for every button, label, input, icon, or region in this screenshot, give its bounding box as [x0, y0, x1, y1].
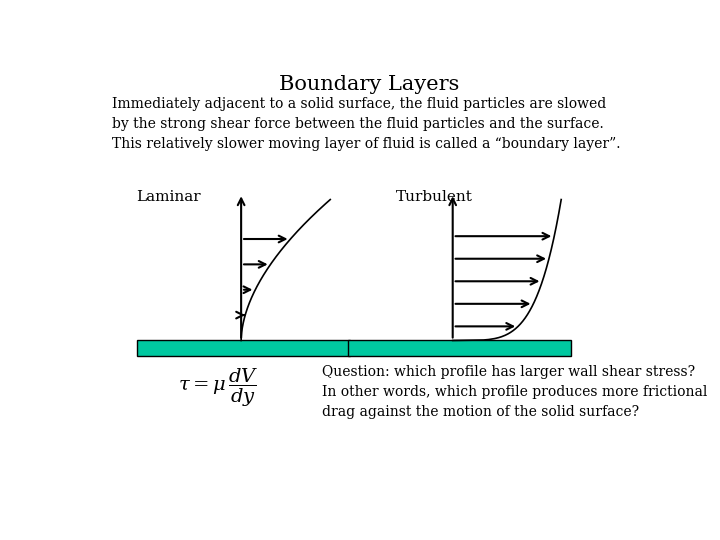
- Text: Laminar: Laminar: [137, 190, 201, 204]
- Text: Boundary Layers: Boundary Layers: [279, 75, 459, 94]
- Text: $\tau = \mu\,\dfrac{dV}{dy}$: $\tau = \mu\,\dfrac{dV}{dy}$: [178, 367, 258, 409]
- FancyBboxPatch shape: [348, 340, 570, 356]
- Text: Question: which profile has larger wall shear stress?
In other words, which prof: Question: which profile has larger wall …: [323, 365, 708, 419]
- Text: Immediately adjacent to a solid surface, the fluid particles are slowed
by the s: Immediately adjacent to a solid surface,…: [112, 97, 620, 151]
- FancyBboxPatch shape: [137, 340, 350, 356]
- Text: Turbulent: Turbulent: [396, 190, 473, 204]
